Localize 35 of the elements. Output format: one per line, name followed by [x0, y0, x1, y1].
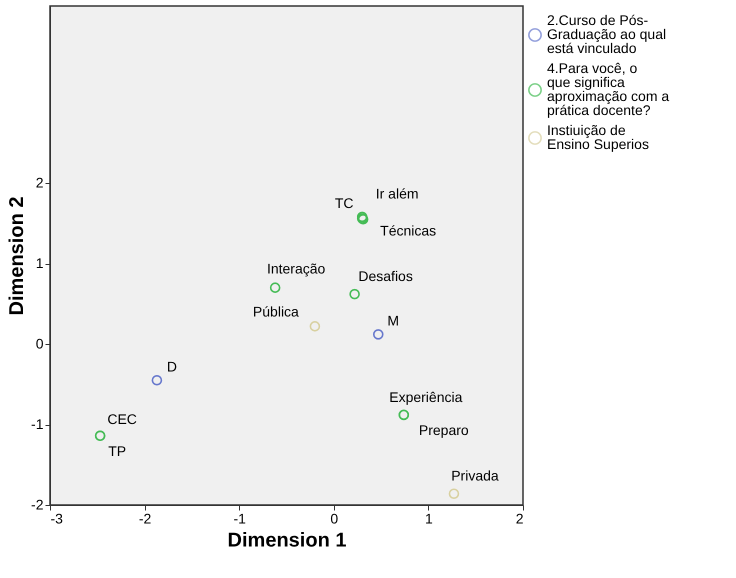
point: [349, 288, 360, 300]
annotation: M: [387, 312, 400, 328]
x-tick-label: 0: [330, 510, 338, 526]
annotation: TC: [334, 194, 354, 211]
annotation: Ir além: [376, 185, 419, 202]
point: [448, 488, 460, 499]
legend-label: Instiuição de Ensino Superios: [547, 122, 649, 152]
y-tick-label: -2: [31, 496, 44, 512]
y-tick-label: 1: [36, 255, 44, 272]
y-tick-label: 0: [36, 336, 44, 352]
annotation: Privada: [451, 468, 499, 484]
point: [270, 282, 280, 293]
y-axis-title: Dimension 2: [6, 196, 28, 316]
annotation: Desafios: [358, 268, 413, 284]
annotation: Pública: [252, 303, 300, 320]
annotation: CEC: [107, 410, 137, 427]
annotation: D: [166, 358, 177, 374]
annotation: TP: [108, 442, 126, 459]
x-tick-label: 1: [425, 510, 433, 526]
legend-label: 4.Para você, o que significa aproximação com a prática docente?: [547, 60, 670, 118]
x-tick-label: -2: [138, 510, 152, 526]
annotation: Interação: [266, 260, 326, 277]
annotation: Técnicas: [380, 222, 436, 238]
x-tick-label: -3: [50, 510, 64, 526]
annotation: Preparo: [418, 422, 469, 438]
point: [310, 321, 320, 332]
y-tick-label: 2: [36, 174, 44, 191]
point: [152, 374, 162, 386]
x-tick-label: 2: [516, 510, 524, 526]
x-tick-label: -1: [233, 510, 246, 526]
legend-label: 2.Curso de Pós-Graduação ao qual está vinculado: [547, 12, 666, 56]
annotation: Experiência: [389, 388, 463, 405]
x-axis-title: Dimension 1: [228, 530, 346, 552]
y-tick-label: -1: [31, 416, 44, 432]
point: [372, 329, 384, 340]
